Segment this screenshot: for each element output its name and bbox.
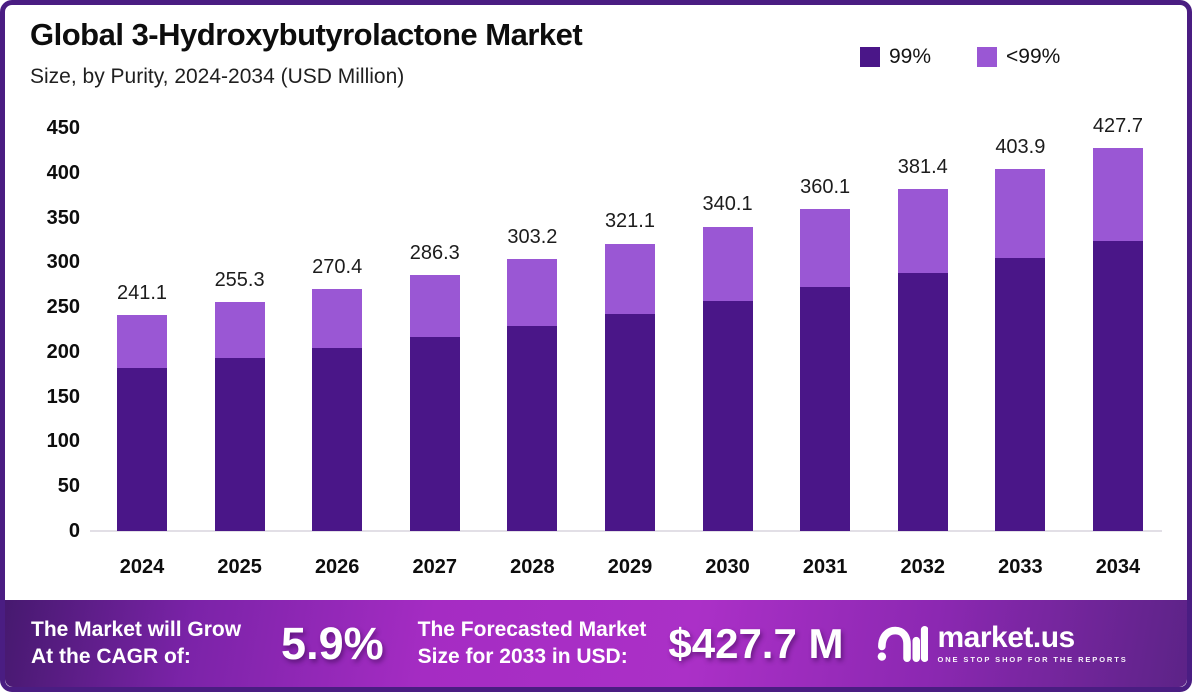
x-tick-2032: 2032 [900, 556, 946, 578]
x-tick-2026: 2026 [314, 556, 360, 578]
forecast-value: $427.7 M [668, 619, 844, 667]
x-tick-2028: 2028 [510, 556, 555, 578]
bar-segment-lt99 [312, 288, 363, 348]
y-tick-250: 250 [46, 296, 80, 319]
bar-segment-99 [1092, 241, 1143, 531]
bar-segment-99 [604, 313, 655, 531]
y-tick-50: 50 [57, 475, 80, 498]
bar-segment-99 [897, 272, 948, 531]
forecast-label: The Forecasted Market Size for 2033 in U… [417, 617, 647, 668]
x-tick-2031: 2031 [802, 556, 848, 578]
bar-segment-99 [312, 347, 363, 531]
bar-segment-99 [117, 368, 167, 531]
bar-total-label: 303.2 [507, 226, 558, 249]
bar-total-label: 255.3 [214, 269, 265, 292]
bar-segment-99 [409, 337, 460, 531]
bar-segment-99 [214, 358, 265, 531]
footer-banner: The Market will Grow At the CAGR of: 5.9… [5, 600, 1187, 687]
page-title: Global 3-Hydroxybutyrolactone Market [30, 17, 583, 52]
x-axis-line [90, 530, 1162, 532]
bar-total-label: 381.4 [897, 156, 948, 179]
x-tick-2024: 2024 [119, 556, 165, 578]
brand-name: market.us [937, 621, 1076, 655]
cagr-label: The Market will Grow At the CAGR of: [31, 617, 242, 668]
bar-segment-lt99 [507, 259, 558, 326]
brand-text: market.us ONE STOP SHOP FOR THE REPORTS [938, 623, 1128, 664]
x-tick-2030: 2030 [705, 556, 750, 578]
bar-column-2029: 321.1 2029 [604, 210, 655, 578]
bar-column-2028: 303.2 2028 [507, 226, 558, 578]
x-tick-2029: 2029 [607, 556, 653, 578]
bars-area: 241.1 2024 255.3 2025 270.4 2026 286.3 2027 303.… [117, 5, 1143, 578]
stacked-bar-chart: 0 50 100 150 200 250 300 350 400 450 241.1 2024 255… [5, 5, 1187, 605]
bar-column-2025: 255.3 2025 [214, 269, 265, 578]
page-subtitle: Size, by Purity, 2024-2034 (USD Million) [30, 65, 405, 88]
y-tick-350: 350 [46, 206, 80, 229]
y-tick-0: 0 [68, 520, 80, 542]
bar-segment-lt99 [800, 208, 851, 288]
legend-label-lt99: <99% [1006, 45, 1061, 68]
bar-segment-lt99 [604, 243, 655, 314]
bar-column-2032: 381.4 2032 [897, 156, 948, 578]
bar-segment-lt99 [995, 169, 1046, 258]
bar-total-label: 427.7 [1092, 114, 1143, 137]
legend-swatch-lt99-icon [977, 47, 998, 67]
bar-total-label: 403.9 [995, 136, 1046, 159]
bar-total-label: 270.4 [312, 255, 363, 278]
bar-total-label: 286.3 [409, 241, 460, 264]
bar-column-2031: 360.1 2031 [800, 176, 851, 578]
legend-swatch-99-icon [860, 47, 880, 67]
y-tick-150: 150 [46, 385, 80, 408]
bar-column-2034: 427.7 2034 [1092, 115, 1143, 578]
bar-column-2033: 403.9 2033 [995, 136, 1046, 578]
y-tick-300: 300 [46, 251, 80, 274]
bar-segment-lt99 [1092, 148, 1143, 242]
brand-tagline: ONE STOP SHOP FOR THE REPORTS [937, 655, 1128, 665]
bar-segment-lt99 [702, 226, 753, 301]
brand-logo: market.us ONE STOP SHOP FOR THE REPORTS [876, 621, 1128, 667]
bar-total-label: 340.1 [702, 193, 753, 216]
y-tick-400: 400 [46, 161, 80, 184]
x-tick-2027: 2027 [412, 556, 458, 578]
marketus-icon [877, 625, 928, 662]
bar-column-2024: 241.1 2024 [117, 282, 167, 578]
chart-legend: 99% <99% [860, 45, 1060, 69]
bar-total-label: 360.1 [800, 175, 851, 198]
y-tick-200: 200 [46, 340, 80, 363]
cagr-value: 5.9% [281, 617, 384, 669]
x-tick-2025: 2025 [217, 556, 262, 578]
bar-column-2027: 286.3 2027 [409, 242, 460, 578]
bar-total-label: 241.1 [116, 282, 168, 305]
x-tick-2034: 2034 [1095, 556, 1141, 578]
legend-label-99: 99% [889, 45, 932, 68]
bar-segment-99 [995, 257, 1046, 531]
y-tick-100: 100 [46, 430, 80, 453]
legend-item-lt99: <99% [977, 45, 1060, 69]
bar-total-label: 321.1 [604, 210, 655, 233]
bar-column-2026: 270.4 2026 [312, 256, 363, 578]
bar-segment-lt99 [117, 315, 167, 368]
y-axis: 0 50 100 150 200 250 300 350 400 450 [23, 5, 80, 565]
bar-segment-99 [702, 300, 753, 531]
bar-segment-lt99 [409, 274, 460, 338]
bar-column-2030: 340.1 2030 [702, 193, 753, 578]
bar-segment-99 [800, 287, 851, 531]
bar-segment-lt99 [214, 302, 265, 359]
x-tick-2033: 2033 [998, 556, 1043, 578]
bar-segment-99 [507, 325, 558, 531]
legend-item-99: 99% [860, 45, 931, 69]
bar-segment-lt99 [897, 189, 948, 273]
y-tick-450: 450 [46, 117, 80, 139]
